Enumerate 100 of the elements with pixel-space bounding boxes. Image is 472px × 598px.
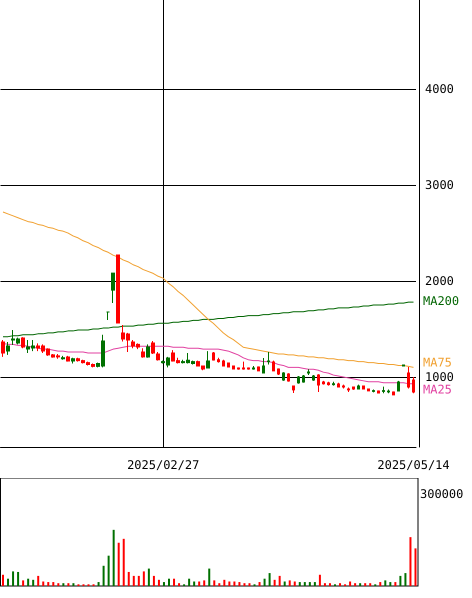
bar xyxy=(27,578,30,586)
bar xyxy=(308,582,311,586)
bar xyxy=(47,582,50,586)
bar xyxy=(7,578,10,586)
candlestick xyxy=(407,366,410,389)
bar xyxy=(158,580,160,586)
bar xyxy=(328,583,331,586)
bar xyxy=(284,582,286,586)
bar xyxy=(168,578,170,586)
candlestick xyxy=(352,386,355,390)
bar xyxy=(349,582,352,586)
candlestick xyxy=(412,376,415,394)
series-label: MA25 xyxy=(423,382,452,397)
series-label: MA200 xyxy=(423,294,460,308)
bar xyxy=(132,576,135,586)
candlestick xyxy=(357,384,360,390)
candlestick xyxy=(312,374,315,382)
candlestick xyxy=(257,366,260,372)
candlestick xyxy=(66,355,70,362)
bar xyxy=(258,582,261,586)
bar xyxy=(268,573,271,586)
bar xyxy=(128,572,130,586)
bar xyxy=(278,576,281,586)
candlestick xyxy=(377,390,380,394)
candlestick xyxy=(347,387,350,392)
candlestick xyxy=(272,360,275,372)
candlestick xyxy=(237,366,240,370)
bar xyxy=(409,537,412,586)
candlestick xyxy=(146,344,150,358)
candlestick xyxy=(212,352,215,362)
bar xyxy=(298,582,301,586)
bar xyxy=(318,574,321,586)
bar xyxy=(384,580,386,586)
bar xyxy=(67,583,70,586)
candlestick xyxy=(61,355,65,360)
candlestick xyxy=(322,380,325,386)
bar xyxy=(238,582,240,586)
candlestick xyxy=(392,390,395,396)
bar xyxy=(178,583,180,586)
candlestick xyxy=(362,385,365,390)
bar xyxy=(193,582,196,586)
candlestick xyxy=(111,272,115,304)
candlestick xyxy=(387,388,390,394)
candlestick xyxy=(21,336,25,349)
bar xyxy=(274,580,276,586)
bar xyxy=(52,582,54,586)
candlestick xyxy=(267,352,270,366)
bar xyxy=(72,583,74,586)
line-series xyxy=(2,211,414,368)
candlestick xyxy=(116,254,120,324)
candlestick xyxy=(317,374,320,392)
candlestick xyxy=(307,368,310,376)
candlestick xyxy=(287,372,290,382)
series-label: MA75 xyxy=(423,355,452,370)
candlestick xyxy=(292,385,295,394)
bar xyxy=(98,582,100,586)
bar xyxy=(118,542,120,586)
bar xyxy=(138,576,140,586)
candlestick xyxy=(217,357,220,364)
bar xyxy=(294,582,296,586)
candlestick xyxy=(156,352,160,362)
bar xyxy=(228,582,230,586)
bar xyxy=(389,582,392,586)
candlestick xyxy=(397,380,400,392)
candlestick xyxy=(206,350,210,369)
bar xyxy=(198,582,200,586)
y-tick-label: 2000 xyxy=(425,274,454,288)
candlestick xyxy=(342,384,345,389)
bar xyxy=(112,530,115,586)
bar xyxy=(152,576,155,586)
bar xyxy=(369,583,372,586)
candlestick xyxy=(277,368,280,376)
text: 300000 xyxy=(420,487,464,501)
bar xyxy=(248,583,250,586)
bar xyxy=(324,583,326,586)
candlestick xyxy=(337,382,340,388)
bar xyxy=(304,582,306,586)
candlestick xyxy=(222,359,225,367)
candlestick xyxy=(302,374,305,384)
candlestick xyxy=(262,357,265,374)
candlestick xyxy=(6,341,10,356)
bar xyxy=(142,571,145,586)
bar xyxy=(122,538,125,586)
bar xyxy=(213,580,216,586)
bar xyxy=(223,580,226,586)
bar xyxy=(2,574,4,586)
bar xyxy=(379,582,382,586)
candlestick xyxy=(242,361,245,370)
bar xyxy=(37,576,40,586)
bar xyxy=(233,582,236,586)
candlestick xyxy=(252,365,255,370)
candlestick xyxy=(227,362,230,368)
candlestick xyxy=(297,376,300,384)
candlestick xyxy=(367,388,370,392)
candlestick xyxy=(382,386,385,394)
bar xyxy=(288,580,291,586)
bar xyxy=(12,571,14,586)
bar xyxy=(208,568,210,586)
bar xyxy=(188,578,190,586)
candlestick xyxy=(141,348,145,358)
